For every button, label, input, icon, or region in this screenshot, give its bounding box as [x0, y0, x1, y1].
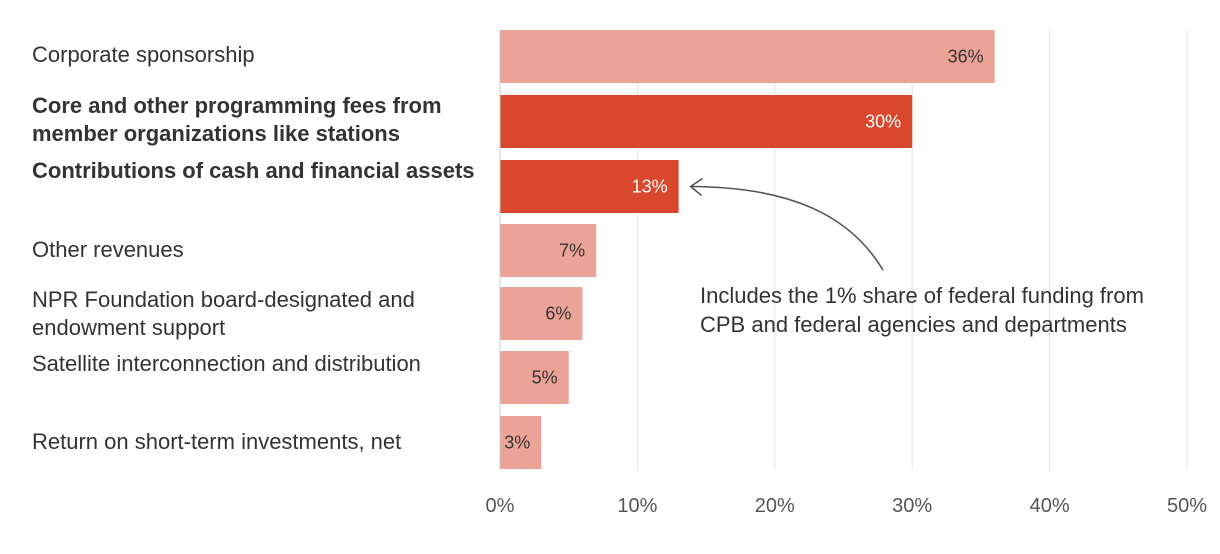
- bar: [500, 287, 583, 340]
- x-tick-label: 20%: [755, 495, 795, 517]
- annotation-text: Includes the 1% share of federal funding…: [700, 283, 1144, 337]
- bar: [500, 30, 995, 83]
- x-tick-label: 30%: [892, 495, 932, 517]
- bar: [500, 95, 913, 148]
- data-label: 7%: [559, 241, 585, 261]
- bar: [500, 416, 542, 469]
- x-tick-label: 0%: [486, 495, 515, 517]
- bar: [500, 351, 569, 404]
- data-label: 30%: [865, 112, 901, 132]
- category-label: Other revenues: [32, 237, 184, 262]
- data-label: 6%: [545, 304, 571, 324]
- annotation-arrowhead: [689, 177, 704, 197]
- x-tick-label: 40%: [1030, 495, 1070, 517]
- x-tick-label: 10%: [617, 495, 657, 517]
- category-label: Contributions of cash and financial asse…: [32, 158, 475, 183]
- data-label: 36%: [948, 47, 984, 67]
- data-label: 3%: [504, 433, 530, 453]
- category-label: Satellite interconnection and distributi…: [32, 351, 421, 376]
- x-tick-label: 50%: [1167, 495, 1207, 517]
- category-label: Return on short-term investments, net: [32, 429, 402, 454]
- data-label: 5%: [532, 368, 558, 388]
- category-label: Core and other programming fees from mem…: [32, 93, 442, 146]
- data-label: 13%: [632, 177, 668, 197]
- bar: [500, 224, 597, 277]
- annotation-arrow: [690, 185, 884, 271]
- category-label: Corporate sponsorship: [32, 42, 255, 67]
- category-label: NPR Foundation board-designated and endo…: [32, 287, 415, 340]
- bar: [500, 160, 679, 213]
